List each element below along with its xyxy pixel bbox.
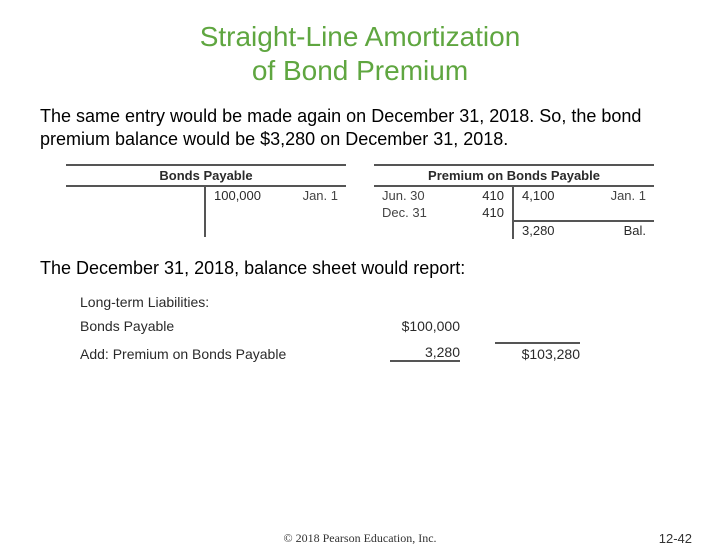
balance-sheet-amount: 3,280: [360, 344, 470, 362]
t-account-date: Dec. 31: [382, 205, 427, 220]
t-account-row: 100,000 Jan. 1: [206, 187, 346, 204]
t-account-amount: 4,100: [522, 188, 555, 203]
balance-sheet-heading-row: Long-term Liabilities:: [80, 294, 660, 310]
t-account-date: Jun. 30: [382, 188, 425, 203]
paragraph-1: The same entry would be made again on De…: [40, 105, 680, 150]
t-account-title: Bonds Payable: [66, 164, 346, 187]
paragraph-2: The December 31, 2018, balance sheet wou…: [40, 257, 680, 280]
t-account-date: Jan. 1: [303, 188, 338, 203]
t-account-credit-col: 4,100 Jan. 1 3,280 Bal.: [514, 187, 654, 239]
balance-sheet-row: Add: Premium on Bonds Payable 3,280 $103…: [80, 342, 660, 362]
t-account-row: 4,100 Jan. 1: [514, 187, 654, 204]
t-account-credit-col: 100,000 Jan. 1: [206, 187, 346, 237]
t-account-premium: Premium on Bonds Payable Jun. 30 410 Dec…: [374, 164, 654, 239]
slide-title: Straight-Line Amortization of Bond Premi…: [0, 20, 720, 87]
t-account-balance-label: Bal.: [624, 223, 646, 238]
balance-sheet-row: Bonds Payable $100,000: [80, 318, 660, 334]
title-line-1: Straight-Line Amortization: [200, 21, 521, 52]
t-account-row: Dec. 31 410: [374, 204, 512, 221]
t-account-balance-amount: 3,280: [522, 223, 555, 238]
balance-sheet-label: Bonds Payable: [80, 318, 360, 334]
balance-sheet-amount: $100,000: [360, 318, 470, 334]
t-account-date: Jan. 1: [611, 188, 646, 203]
t-account-row: Jun. 30 410: [374, 187, 512, 204]
balance-sheet-heading: Long-term Liabilities:: [80, 294, 360, 310]
balance-sheet-total: $103,280: [470, 342, 580, 362]
footer-page-number: 12-42: [659, 531, 692, 546]
t-account-amount: 410: [482, 205, 504, 220]
t-account-bonds-payable: Bonds Payable 100,000 Jan. 1: [66, 164, 346, 239]
balance-sheet-excerpt: Long-term Liabilities: Bonds Payable $10…: [80, 294, 660, 362]
footer-copyright: © 2018 Pearson Education, Inc.: [0, 531, 720, 546]
title-line-2: of Bond Premium: [252, 55, 468, 86]
t-account-balance-row: 3,280 Bal.: [514, 222, 654, 239]
t-account-amount: 100,000: [214, 188, 261, 203]
t-account-debit-col: Jun. 30 410 Dec. 31 410: [374, 187, 514, 239]
t-account-title: Premium on Bonds Payable: [374, 164, 654, 187]
balance-sheet-label: Add: Premium on Bonds Payable: [80, 346, 360, 362]
t-account-debit-col: [66, 187, 206, 237]
t-accounts: Bonds Payable 100,000 Jan. 1 Premium on …: [0, 164, 720, 239]
t-account-amount: 410: [482, 188, 504, 203]
